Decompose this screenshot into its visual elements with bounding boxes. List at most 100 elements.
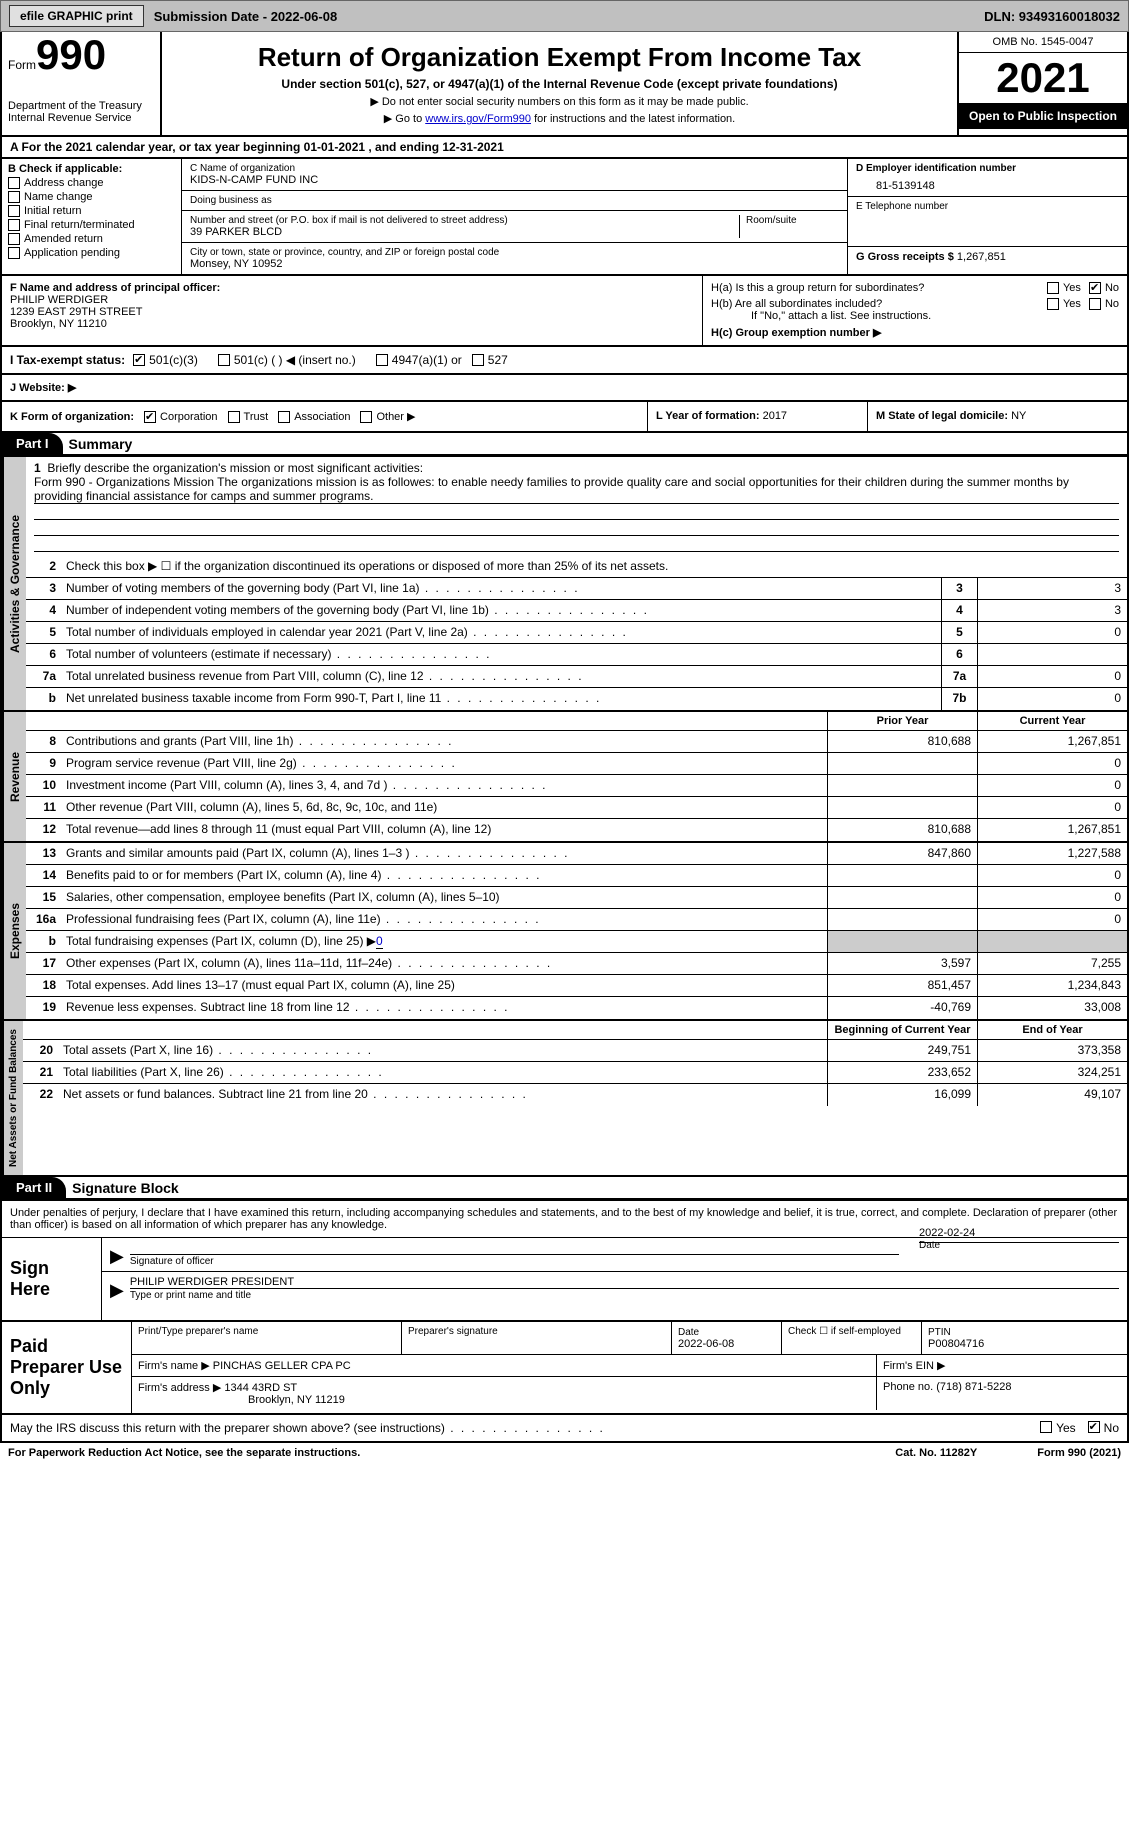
addr-value: 39 PARKER BLCD xyxy=(190,226,739,238)
chk-other[interactable] xyxy=(360,411,372,423)
discuss-yes-chk[interactable] xyxy=(1040,1421,1052,1433)
k-label: K Form of organization: xyxy=(10,411,134,423)
note2-post: for instructions and the latest informat… xyxy=(531,113,735,125)
l14-curr: 0 xyxy=(977,865,1127,886)
hb-label: H(b) Are all subordinates included? xyxy=(711,298,1047,310)
chk-4947[interactable] xyxy=(376,354,388,366)
box-h: H(a) Is this a group return for subordin… xyxy=(702,276,1127,345)
officer-name: PHILIP WERDIGER xyxy=(10,294,694,306)
chk-amended[interactable] xyxy=(8,233,20,245)
chk-final-return[interactable] xyxy=(8,219,20,231)
discuss-text: May the IRS discuss this return with the… xyxy=(10,1421,1040,1435)
l14-prior xyxy=(827,865,977,886)
l2-text: Check this box ▶ ☐ if the organization d… xyxy=(62,556,1127,577)
status-label: I Tax-exempt status: xyxy=(10,353,125,367)
l9-prior xyxy=(827,753,977,774)
chk-501c3[interactable] xyxy=(133,354,145,366)
l18-text: Total expenses. Add lines 13–17 (must eq… xyxy=(62,975,827,996)
l4-text: Number of independent voting members of … xyxy=(62,600,941,621)
submission-date: Submission Date - 2022-06-08 xyxy=(154,9,338,24)
box-b-header: B Check if applicable: xyxy=(8,163,175,175)
l20-curr: 373,358 xyxy=(977,1040,1127,1061)
sig-date-value: 2022-02-24 xyxy=(919,1227,1119,1239)
website-label: J Website: ▶ xyxy=(10,382,76,394)
tab-revenue: Revenue xyxy=(2,712,26,841)
form-note-ssn: ▶ Do not enter social security numbers o… xyxy=(172,95,947,108)
form-subtitle: Under section 501(c), 527, or 4947(a)(1)… xyxy=(172,77,947,91)
l3-val: 3 xyxy=(977,578,1127,599)
chk-address-change[interactable] xyxy=(8,177,20,189)
chk-501c[interactable] xyxy=(218,354,230,366)
l15-text: Salaries, other compensation, employee b… xyxy=(62,887,827,908)
l9-curr: 0 xyxy=(977,753,1127,774)
chk-name-change[interactable] xyxy=(8,191,20,203)
lbl-trust: Trust xyxy=(244,411,269,423)
page-footer: For Paperwork Reduction Act Notice, see … xyxy=(0,1443,1129,1463)
lbl-501c: 501(c) ( ) ◀ (insert no.) xyxy=(234,353,356,367)
part1-badge: Part I xyxy=(2,433,63,454)
l17-prior: 3,597 xyxy=(827,953,977,974)
footer-right: Form 990 (2021) xyxy=(1037,1447,1121,1459)
l18-curr: 1,234,843 xyxy=(977,975,1127,996)
officer-label: F Name and address of principal officer: xyxy=(10,282,694,294)
l19-prior: -40,769 xyxy=(827,997,977,1019)
hb-no-chk[interactable] xyxy=(1089,298,1101,310)
l22-curr: 49,107 xyxy=(977,1084,1127,1106)
ha-no-chk[interactable] xyxy=(1089,282,1101,294)
l1-blank2 xyxy=(34,520,1119,536)
current-year-hdr: Current Year xyxy=(977,712,1127,730)
chk-assoc[interactable] xyxy=(278,411,290,423)
l4-val: 3 xyxy=(977,600,1127,621)
discuss-no-chk[interactable] xyxy=(1088,1421,1100,1433)
sign-here-label: Sign Here xyxy=(2,1238,102,1320)
eoy-hdr: End of Year xyxy=(977,1021,1127,1039)
hb-yes-chk[interactable] xyxy=(1047,298,1059,310)
l16b-curr xyxy=(977,931,1127,952)
prep-date: 2022-06-08 xyxy=(678,1338,734,1350)
form-title: Return of Organization Exempt From Incom… xyxy=(172,42,947,73)
l6-text: Total number of volunteers (estimate if … xyxy=(62,644,941,665)
ha-yes-chk[interactable] xyxy=(1047,282,1059,294)
l11-curr: 0 xyxy=(977,797,1127,818)
firm-name: PINCHAS GELLER CPA PC xyxy=(213,1360,351,1372)
org-name-label: C Name of organization xyxy=(190,163,839,174)
row-k: K Form of organization: Corporation Trus… xyxy=(0,402,1129,433)
chk-initial-return[interactable] xyxy=(8,205,20,217)
l16a-curr: 0 xyxy=(977,909,1127,930)
lbl-501c3: 501(c)(3) xyxy=(149,353,198,367)
l8-curr: 1,267,851 xyxy=(977,731,1127,752)
addr-label: Number and street (or P.O. box if mail i… xyxy=(190,215,739,226)
l22-prior: 16,099 xyxy=(827,1084,977,1106)
lbl-527: 527 xyxy=(488,353,508,367)
officer-addr2: Brooklyn, NY 11210 xyxy=(10,318,694,330)
l1-label: Briefly describe the organization's miss… xyxy=(47,461,423,475)
l16b-text: Total fundraising expenses (Part IX, col… xyxy=(62,931,827,952)
chk-app-pending[interactable] xyxy=(8,247,20,259)
tab-activities: Activities & Governance xyxy=(2,457,26,710)
l1-text: Form 990 - Organizations Mission The org… xyxy=(34,475,1119,504)
form-number: 990 xyxy=(36,31,106,78)
city-value: Monsey, NY 10952 xyxy=(190,258,839,270)
expenses-section: Expenses 13Grants and similar amounts pa… xyxy=(0,843,1129,1021)
l11-text: Other revenue (Part VIII, column (A), li… xyxy=(62,797,827,818)
l18-prior: 851,457 xyxy=(827,975,977,996)
l19-curr: 33,008 xyxy=(977,997,1127,1019)
chk-corp[interactable] xyxy=(144,411,156,423)
chk-527[interactable] xyxy=(472,354,484,366)
prep-sig-label: Preparer's signature xyxy=(408,1326,665,1337)
irs-link[interactable]: www.irs.gov/Form990 xyxy=(425,113,531,125)
l3-text: Number of voting members of the governin… xyxy=(62,578,941,599)
box-d: D Employer identification number 81-5139… xyxy=(847,159,1127,274)
l20-text: Total assets (Part X, line 16) xyxy=(59,1040,827,1061)
l9-text: Program service revenue (Part VIII, line… xyxy=(62,753,827,774)
form-title-box: Return of Organization Exempt From Incom… xyxy=(162,32,957,135)
l6-val xyxy=(977,644,1127,665)
irs-label: Internal Revenue Service xyxy=(8,112,154,124)
gross-value: 1,267,851 xyxy=(957,251,1006,263)
l7b-text: Net unrelated business taxable income fr… xyxy=(62,688,941,710)
chk-trust[interactable] xyxy=(228,411,240,423)
efile-print-button[interactable]: efile GRAPHIC print xyxy=(9,5,144,27)
l1-blank1 xyxy=(34,504,1119,520)
l21-text: Total liabilities (Part X, line 26) xyxy=(59,1062,827,1083)
l10-curr: 0 xyxy=(977,775,1127,796)
